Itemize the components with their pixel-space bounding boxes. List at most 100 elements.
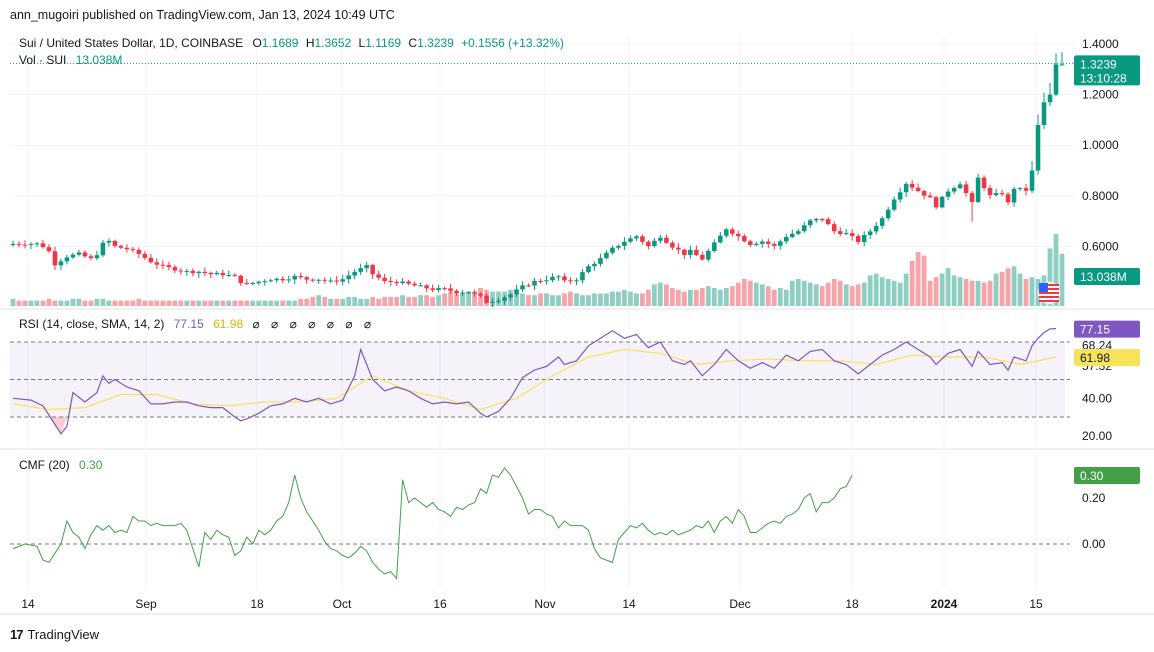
candle-body[interactable] bbox=[508, 294, 513, 298]
candle-body[interactable] bbox=[112, 240, 118, 246]
candle-body[interactable] bbox=[1041, 102, 1047, 125]
candle-body[interactable] bbox=[933, 197, 939, 208]
candle-body[interactable] bbox=[160, 264, 166, 266]
candle-body[interactable] bbox=[963, 184, 969, 194]
rsi-pane[interactable] bbox=[10, 328, 1070, 435]
candle-body[interactable] bbox=[334, 280, 339, 282]
candle-body[interactable] bbox=[268, 280, 274, 282]
tradingview-logo[interactable]: 17 TradingView bbox=[10, 627, 99, 642]
candle-body[interactable] bbox=[676, 247, 681, 250]
candle-body[interactable] bbox=[448, 288, 453, 291]
candle-body[interactable] bbox=[975, 177, 981, 202]
candle-body[interactable] bbox=[400, 281, 405, 284]
candle-body[interactable] bbox=[532, 281, 537, 286]
candle-body[interactable] bbox=[766, 241, 771, 244]
candle-body[interactable] bbox=[628, 238, 633, 242]
candle-body[interactable] bbox=[460, 292, 465, 294]
candle-body[interactable] bbox=[891, 199, 897, 210]
candle-body[interactable] bbox=[316, 279, 321, 281]
candle-body[interactable] bbox=[1011, 188, 1017, 203]
candle-body[interactable] bbox=[562, 276, 567, 281]
candle-body[interactable] bbox=[34, 243, 40, 245]
candle-body[interactable] bbox=[412, 283, 417, 286]
candle-body[interactable] bbox=[574, 280, 579, 282]
candle-body[interactable] bbox=[951, 188, 957, 192]
candle-body[interactable] bbox=[670, 242, 675, 248]
candle-body[interactable] bbox=[712, 242, 717, 251]
candle-body[interactable] bbox=[718, 235, 723, 243]
candle-body[interactable] bbox=[616, 245, 621, 248]
candle-body[interactable] bbox=[646, 241, 651, 247]
candle-body[interactable] bbox=[178, 270, 184, 272]
candle-body[interactable] bbox=[1047, 94, 1053, 103]
candle-body[interactable] bbox=[148, 257, 154, 263]
candle-body[interactable] bbox=[166, 265, 172, 268]
candle-body[interactable] bbox=[1029, 170, 1035, 191]
candle-body[interactable] bbox=[82, 252, 88, 257]
candle-body[interactable] bbox=[760, 241, 765, 244]
candle-body[interactable] bbox=[981, 177, 987, 189]
candle-body[interactable] bbox=[472, 292, 477, 294]
volume-legend[interactable]: Vol · SUI 13.038M bbox=[19, 53, 122, 67]
candle-body[interactable] bbox=[10, 243, 16, 246]
candle-body[interactable] bbox=[652, 240, 657, 247]
candle-body[interactable] bbox=[238, 275, 244, 283]
candle-body[interactable] bbox=[46, 247, 52, 252]
candle-body[interactable] bbox=[406, 281, 411, 284]
candle-body[interactable] bbox=[550, 277, 555, 281]
candle-body[interactable] bbox=[813, 219, 819, 221]
candle-body[interactable] bbox=[855, 236, 861, 243]
candle-body[interactable] bbox=[724, 229, 729, 236]
rsi-legend[interactable]: RSI (14, close, SMA, 14, 2) 77.15 61.98 … bbox=[19, 317, 375, 331]
candle-body[interactable] bbox=[478, 293, 483, 296]
candle-body[interactable] bbox=[831, 224, 837, 232]
candle-body[interactable] bbox=[544, 280, 549, 282]
candle-body[interactable] bbox=[514, 289, 519, 295]
candle-body[interactable] bbox=[502, 297, 507, 301]
candle-body[interactable] bbox=[382, 277, 387, 281]
candle-body[interactable] bbox=[700, 254, 705, 260]
cmf-line[interactable] bbox=[12, 467, 853, 580]
candle-body[interactable] bbox=[346, 275, 351, 280]
candle-body[interactable] bbox=[202, 271, 208, 274]
candle-body[interactable] bbox=[748, 241, 753, 245]
candle-body[interactable] bbox=[873, 225, 879, 232]
candle-body[interactable] bbox=[214, 272, 220, 275]
candle-body[interactable] bbox=[100, 242, 106, 256]
candle-body[interactable] bbox=[634, 236, 639, 239]
candle-body[interactable] bbox=[394, 281, 399, 284]
candle-body[interactable] bbox=[586, 266, 591, 273]
candle-body[interactable] bbox=[364, 265, 369, 269]
candle-body[interactable] bbox=[124, 247, 130, 250]
candle-body[interactable] bbox=[436, 288, 441, 291]
candle-body[interactable] bbox=[286, 279, 292, 281]
candle-body[interactable] bbox=[879, 218, 885, 226]
rsi-line[interactable] bbox=[12, 328, 1057, 435]
candle-body[interactable] bbox=[730, 229, 735, 234]
candle-body[interactable] bbox=[640, 236, 645, 242]
candle-body[interactable] bbox=[742, 236, 747, 242]
candle-body[interactable] bbox=[957, 184, 963, 189]
candle-body[interactable] bbox=[622, 241, 627, 246]
candle-body[interactable] bbox=[172, 267, 178, 271]
candle-body[interactable] bbox=[592, 263, 597, 267]
candle-body[interactable] bbox=[969, 193, 975, 202]
candle-body[interactable] bbox=[184, 270, 190, 272]
candle-body[interactable] bbox=[430, 288, 435, 291]
candle-body[interactable] bbox=[190, 270, 196, 274]
candle-body[interactable] bbox=[64, 257, 70, 262]
candle-body[interactable] bbox=[1017, 188, 1023, 190]
candle-body[interactable] bbox=[706, 250, 711, 260]
candle-body[interactable] bbox=[861, 234, 867, 243]
candle-body[interactable] bbox=[1023, 188, 1029, 191]
candle-body[interactable] bbox=[376, 274, 381, 278]
candle-body[interactable] bbox=[993, 193, 999, 195]
candle-body[interactable] bbox=[945, 191, 951, 197]
candle-body[interactable] bbox=[22, 244, 28, 246]
candle-body[interactable] bbox=[987, 188, 993, 195]
candle-body[interactable] bbox=[280, 278, 286, 281]
candle-body[interactable] bbox=[496, 300, 501, 302]
candle-body[interactable] bbox=[1005, 194, 1011, 203]
candle-body[interactable] bbox=[28, 244, 34, 246]
